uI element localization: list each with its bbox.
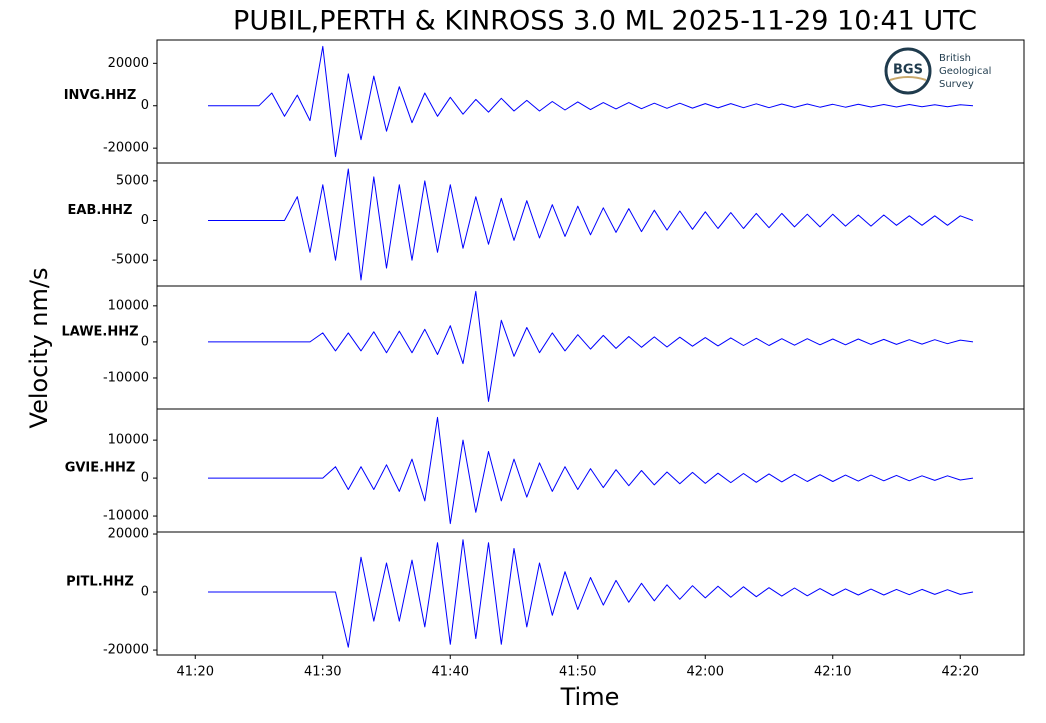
logo-text: British <box>939 53 971 64</box>
y-tick-label: 0 <box>141 213 149 228</box>
y-tick-label: 20000 <box>108 527 149 542</box>
y-axis-label: Velocity nm/s <box>25 268 53 429</box>
y-tick-label: 0 <box>141 471 149 486</box>
waveform <box>208 45 974 158</box>
logo-wave <box>889 76 927 81</box>
panel-frame <box>156 408 1025 533</box>
logo-text: Survey <box>939 79 974 90</box>
panel-frame <box>156 531 1025 656</box>
y-tick-label: -10000 <box>103 509 149 524</box>
x-tick-label: 41:40 <box>432 665 469 680</box>
station-label: LAWE.HHZ <box>61 324 138 339</box>
x-tick-label: 41:30 <box>304 665 341 680</box>
x-axis-label: Time <box>560 683 620 711</box>
y-tick-label: 0 <box>141 334 149 349</box>
chart-title: PUBIL,PERTH & KINROSS 3.0 ML 2025-11-29 … <box>233 6 977 37</box>
y-tick-label: -10000 <box>103 370 149 385</box>
station-label: GVIE.HHZ <box>65 461 136 476</box>
logo-text: Geological <box>939 66 991 77</box>
x-tick-label: 41:20 <box>177 665 214 680</box>
x-tick-label: 42:10 <box>814 665 851 680</box>
station-label: INVG.HHZ <box>64 88 137 103</box>
waveform <box>208 416 974 525</box>
waveform <box>208 168 974 281</box>
panel-frame <box>156 162 1025 287</box>
station-label: PITL.HHZ <box>66 575 134 590</box>
logo-mark: BGS <box>893 63 923 78</box>
x-tick-label: 42:00 <box>687 665 724 680</box>
y-tick-label: 20000 <box>108 56 149 71</box>
waveform <box>208 539 974 648</box>
station-label: EAB.HHZ <box>68 203 133 218</box>
y-tick-label: -5000 <box>111 253 149 268</box>
x-tick-label: 42:20 <box>942 665 979 680</box>
y-tick-label: 0 <box>141 585 149 600</box>
panel-frame <box>156 285 1025 410</box>
x-tick-label: 41:50 <box>559 665 596 680</box>
logo-ring <box>884 47 932 95</box>
y-tick-label: -20000 <box>103 141 149 156</box>
y-tick-label: 10000 <box>108 433 149 448</box>
waveform <box>208 290 974 402</box>
logo: BGS British Geological Survey <box>884 47 991 95</box>
y-tick-label: 10000 <box>108 298 149 313</box>
y-tick-label: -20000 <box>103 643 149 658</box>
y-tick-label: 5000 <box>116 173 149 188</box>
y-tick-label: 0 <box>141 98 149 113</box>
